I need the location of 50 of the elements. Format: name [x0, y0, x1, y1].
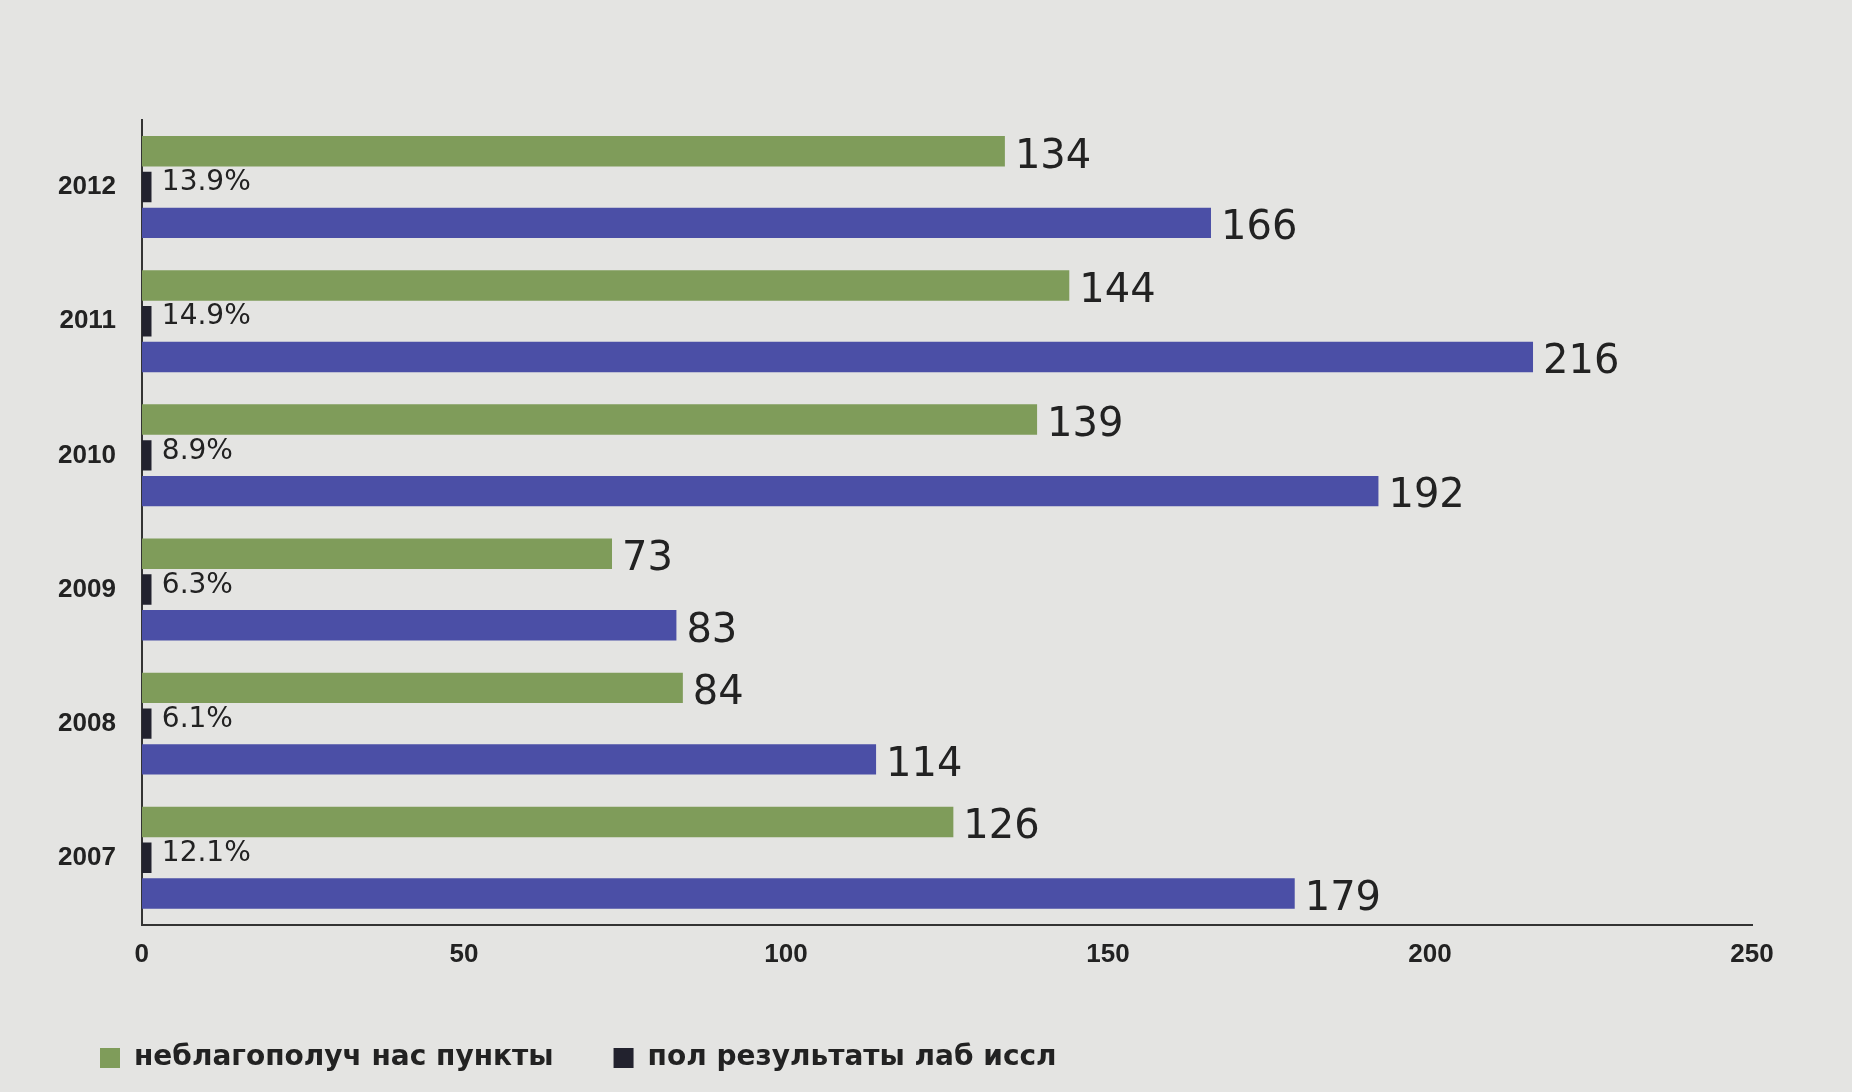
x-tick-label: 200: [1408, 937, 1452, 968]
x-tick-label: 0: [134, 937, 150, 968]
bar: [141, 475, 1379, 507]
data-label: 84: [692, 667, 744, 714]
annotation: 13.9%: [161, 164, 251, 198]
bar: [141, 341, 1534, 373]
y-tick-label: 2009: [58, 572, 116, 603]
data-label: 166: [1220, 202, 1298, 249]
bar: [141, 207, 1211, 239]
annotation: 6.3%: [161, 566, 233, 600]
annotation: 14.9%: [161, 298, 251, 332]
legend-label: неблагополуч нас пункты: [134, 1039, 554, 1073]
legend-label: пол результаты лаб иссл: [647, 1039, 1057, 1073]
bar: [141, 538, 613, 569]
bar: [141, 440, 152, 471]
y-tick-label: 2011: [59, 304, 116, 335]
annotation: 12.1%: [161, 835, 251, 869]
x-tick-label: 250: [1730, 937, 1774, 968]
annotation: 6.1%: [161, 700, 233, 734]
data-label: 126: [963, 801, 1040, 848]
bar: [141, 171, 152, 203]
x-tick-label: 100: [764, 937, 808, 968]
y-tick-label: 2007: [58, 840, 116, 871]
bar: [141, 574, 152, 605]
data-label: 83: [686, 604, 738, 651]
data-label: 73: [622, 533, 673, 580]
y-tick-label: 2010: [58, 438, 116, 469]
bar: [141, 404, 1038, 435]
annotation: 8.9%: [161, 432, 233, 466]
data-label: 114: [886, 738, 963, 785]
bar: [141, 842, 152, 873]
x-tick-label: 50: [449, 937, 479, 968]
bar: [141, 306, 152, 337]
data-label: 216: [1543, 336, 1620, 383]
data-label: 192: [1388, 470, 1465, 517]
data-label: 139: [1047, 398, 1124, 445]
data-label: 144: [1079, 264, 1156, 311]
data-label: 134: [1014, 130, 1092, 177]
bar: [141, 744, 877, 775]
data-label: 179: [1304, 872, 1382, 919]
y-tick-label: 2012: [58, 170, 116, 201]
bar: [141, 708, 152, 739]
bar: [141, 878, 1295, 909]
bar: [141, 610, 677, 641]
bar: [141, 806, 954, 838]
bar: [141, 270, 1070, 301]
x-tick-label: 150: [1086, 937, 1130, 968]
bar: [141, 672, 683, 704]
bar: [141, 136, 1005, 167]
y-tick-label: 2008: [58, 706, 116, 737]
